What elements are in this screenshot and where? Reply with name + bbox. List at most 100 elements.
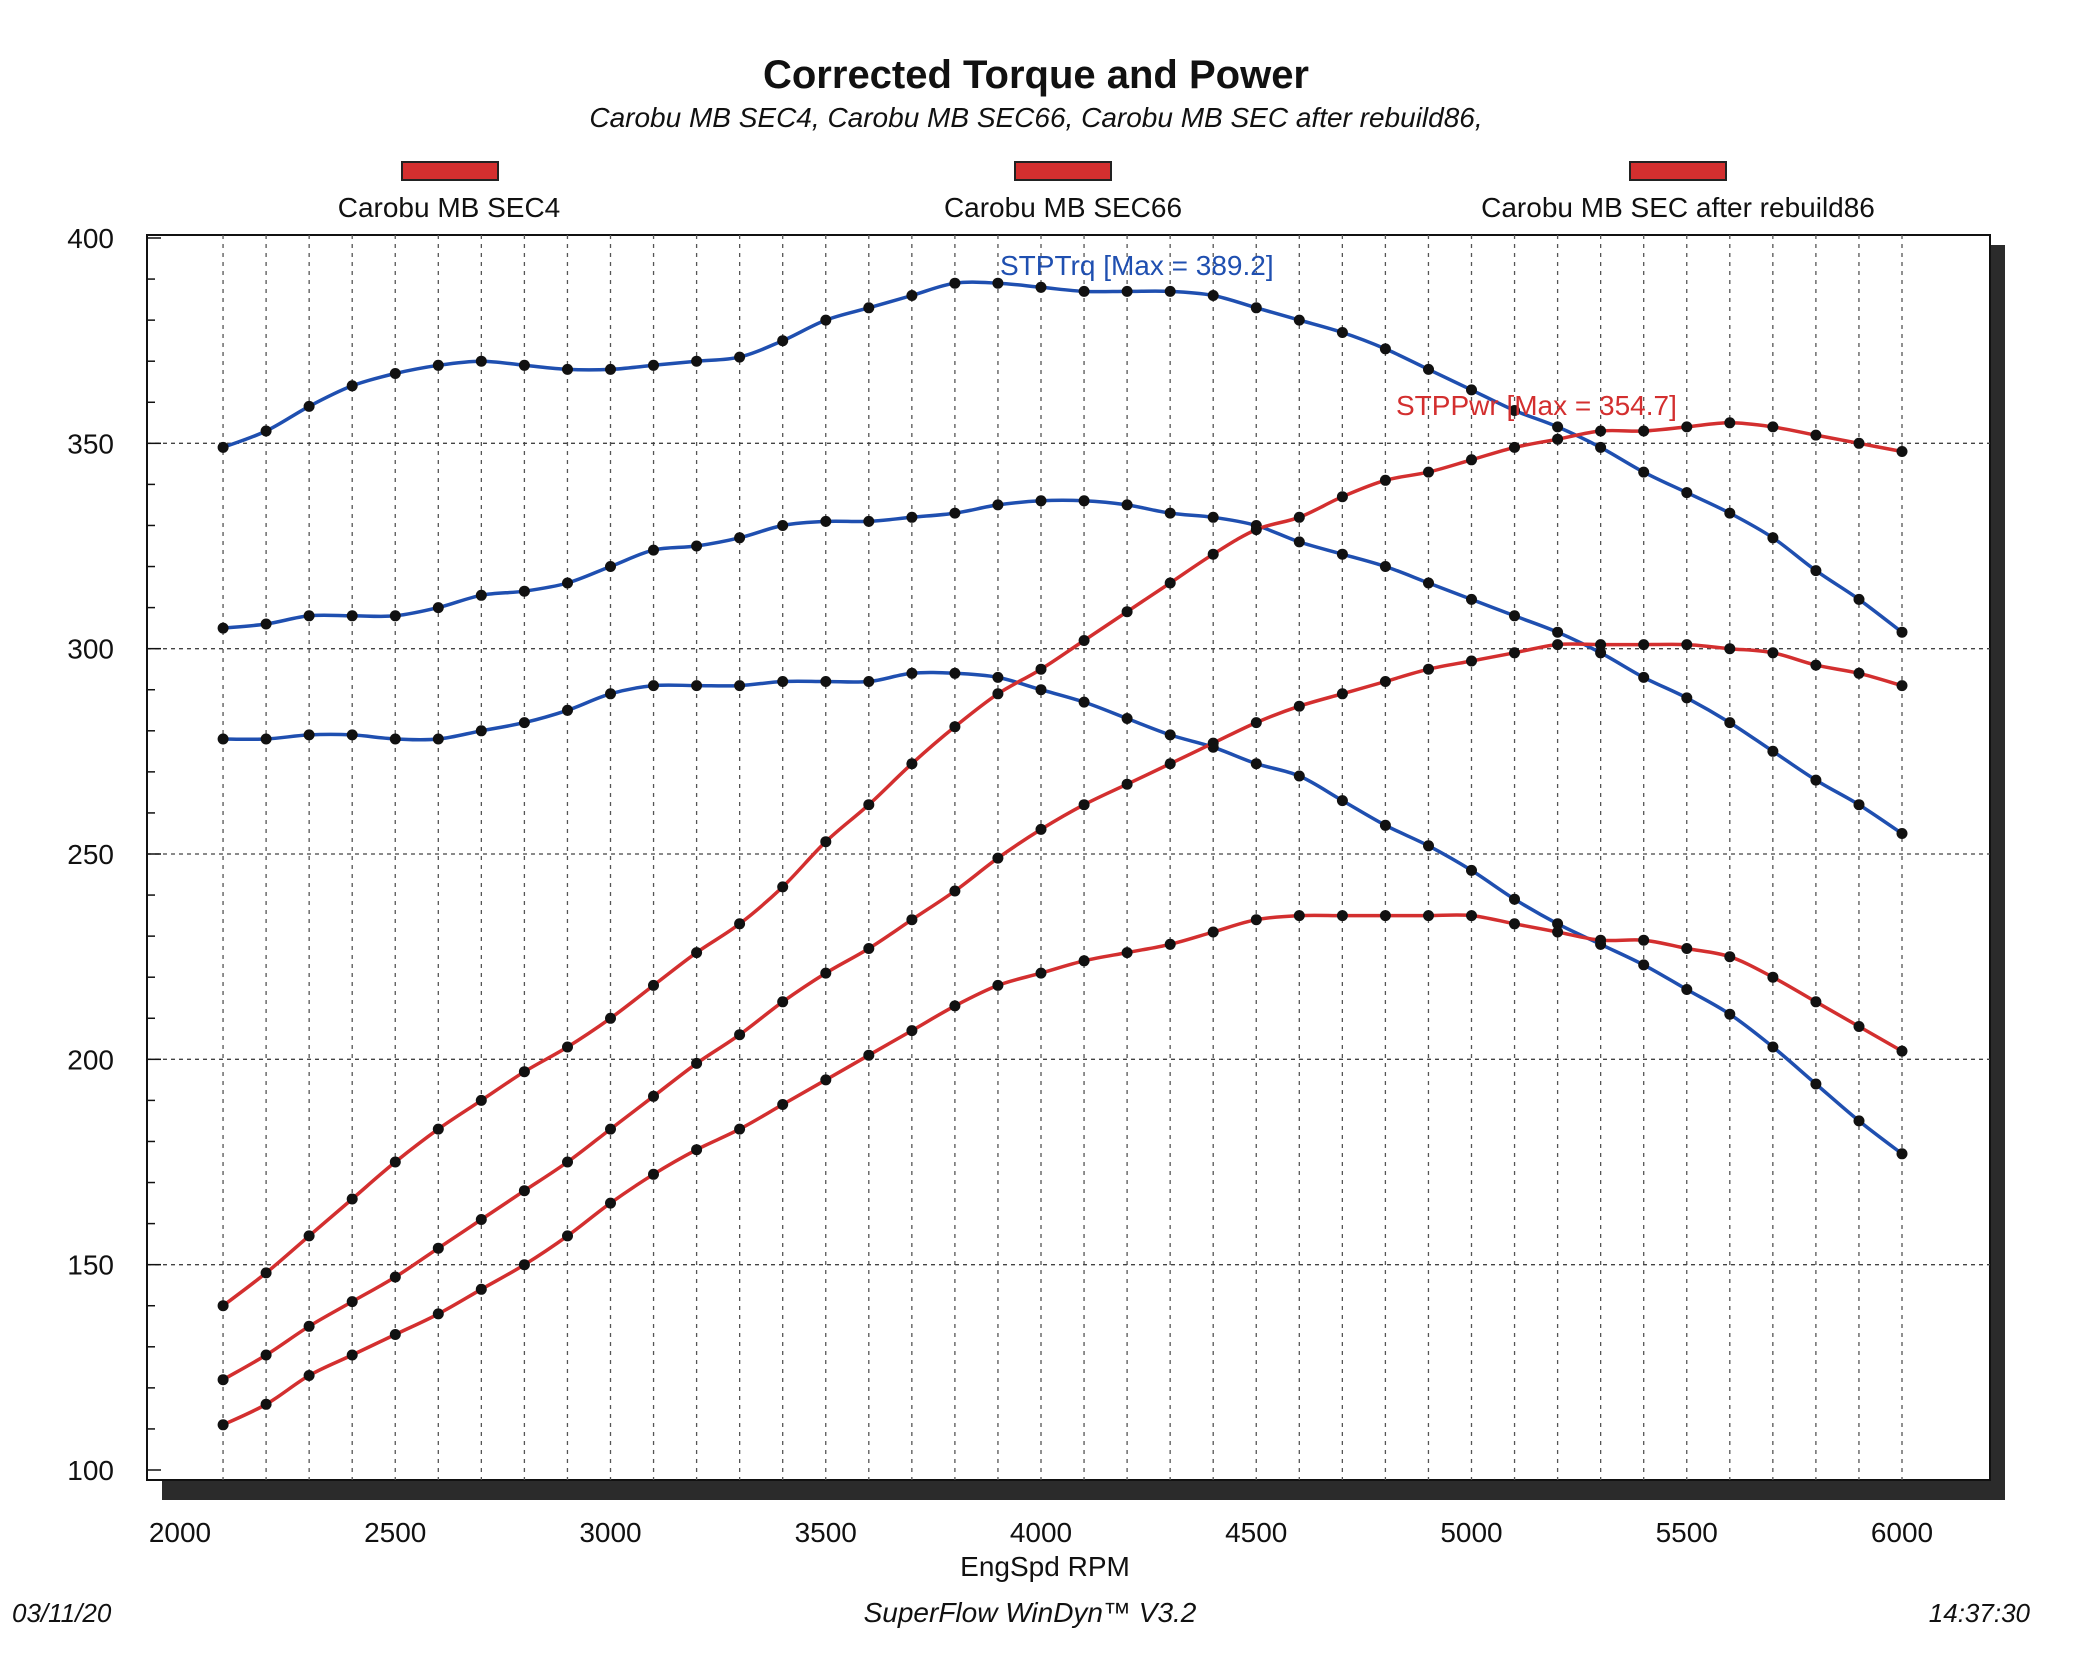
data-point-power: [389, 1329, 401, 1340]
data-point-torque: [518, 585, 530, 597]
data-point-power: [562, 1156, 573, 1168]
data-point-power: [1164, 758, 1176, 770]
data-point-torque: [1810, 774, 1822, 786]
data-point-power: [346, 1296, 358, 1308]
data-point-power: [992, 688, 1004, 700]
footer-software: SuperFlow WinDyn™ V3.2: [864, 1597, 1197, 1628]
data-point-torque: [303, 729, 315, 741]
data-point-power: [1595, 639, 1607, 651]
data-point-torque: [1379, 561, 1391, 572]
data-point-torque: [1595, 441, 1607, 453]
data-point-torque: [1681, 984, 1693, 995]
data-point-power: [863, 943, 875, 954]
y-tick-label: 100: [67, 1455, 114, 1486]
data-point-torque: [1293, 314, 1305, 326]
data-point-torque: [389, 733, 401, 745]
data-point-torque: [820, 515, 832, 527]
data-point-torque: [691, 355, 703, 367]
data-point-power: [906, 914, 918, 926]
legend: Carobu MB SEC4 Carobu MB SEC66 Carobu MB…: [338, 161, 1875, 223]
data-point-torque: [1035, 281, 1047, 293]
data-point-power: [1767, 971, 1779, 983]
data-point-power: [217, 1300, 229, 1312]
legend-label-rebuild86: Carobu MB SEC after rebuild86: [1481, 192, 1875, 223]
data-point-power: [1466, 454, 1477, 466]
y-tick-label: 350: [67, 428, 114, 459]
data-point-torque: [1121, 713, 1133, 724]
data-point-power: [1250, 914, 1262, 926]
data-point-power: [734, 1123, 746, 1135]
data-point-torque: [648, 359, 659, 371]
data-point-power: [1638, 639, 1650, 651]
legend-swatch-sec66: [1014, 161, 1112, 181]
y-tick-label: 300: [67, 634, 114, 665]
data-point-torque: [1336, 548, 1348, 560]
series-torque-2: [217, 667, 1908, 1160]
data-point-torque: [562, 577, 573, 589]
data-point-power: [217, 1374, 229, 1386]
data-point-power: [1423, 910, 1434, 922]
data-point-torque: [648, 680, 659, 692]
data-point-power: [1896, 680, 1908, 692]
data-point-torque: [1164, 729, 1176, 741]
data-point-torque: [949, 667, 961, 679]
data-point-torque: [1896, 1148, 1908, 1160]
data-point-power: [1207, 737, 1219, 749]
data-point-power: [648, 1090, 659, 1102]
data-point-power: [1681, 943, 1693, 954]
data-point-torque: [346, 380, 358, 392]
data-point-power: [777, 996, 789, 1008]
data-point-power: [1810, 996, 1822, 1008]
data-point-power: [1853, 667, 1865, 679]
data-point-power: [475, 1283, 487, 1295]
data-point-torque: [906, 667, 918, 679]
data-point-torque: [1078, 285, 1090, 297]
series-layer: [217, 277, 1908, 1431]
data-point-power: [734, 1029, 746, 1041]
data-point-torque: [1250, 302, 1262, 314]
data-point-power: [1767, 647, 1779, 659]
data-point-torque: [734, 532, 746, 544]
data-point-power: [1724, 643, 1736, 655]
grid: [147, 235, 1990, 1480]
data-point-power: [1767, 421, 1779, 433]
data-point-power: [906, 758, 918, 770]
data-point-power: [432, 1242, 444, 1254]
data-point-power: [1078, 799, 1090, 811]
data-point-torque: [1423, 840, 1434, 852]
data-point-power: [1164, 577, 1176, 589]
data-point-torque: [389, 368, 401, 379]
data-point-power: [1078, 635, 1090, 646]
data-point-power: [1681, 639, 1693, 651]
data-point-power: [820, 967, 832, 979]
data-point-torque: [1164, 285, 1176, 297]
data-point-power: [648, 979, 659, 991]
data-point-torque: [1078, 495, 1090, 507]
data-point-power: [1078, 955, 1090, 967]
data-point-power: [1810, 429, 1822, 441]
x-tick-label: 4000: [1010, 1517, 1072, 1548]
data-point-power: [1035, 823, 1047, 835]
data-point-power: [734, 918, 746, 930]
chart-title: Corrected Torque and Power: [763, 53, 1309, 97]
data-point-torque: [432, 359, 444, 371]
data-point-torque: [1853, 799, 1865, 811]
y-tick-label: 200: [67, 1044, 114, 1075]
data-point-torque: [1767, 745, 1779, 757]
data-point-power: [1250, 717, 1262, 729]
data-point-power: [648, 1168, 659, 1180]
data-point-torque: [820, 676, 832, 687]
data-point-torque: [303, 400, 315, 412]
data-point-torque: [691, 540, 703, 552]
data-point-power: [1293, 910, 1305, 922]
series-line-power: [222, 642, 1903, 1382]
data-point-power: [777, 1099, 789, 1110]
data-point-power: [389, 1271, 401, 1283]
data-point-torque: [1466, 593, 1477, 605]
data-point-torque: [863, 676, 875, 687]
data-point-power: [992, 852, 1004, 864]
data-point-power: [303, 1320, 315, 1332]
data-point-power: [303, 1230, 315, 1242]
data-point-torque: [605, 561, 616, 572]
